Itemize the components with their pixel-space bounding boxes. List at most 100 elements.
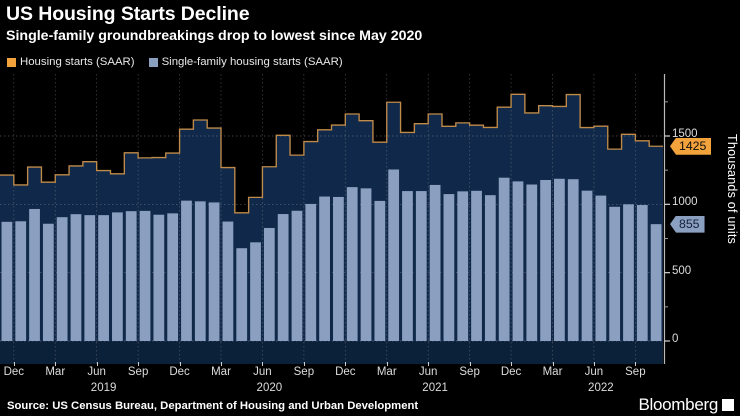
- bar: [567, 179, 579, 341]
- x-axis-year-label: 2020: [256, 382, 283, 394]
- legend-label: Housing starts (SAAR): [20, 56, 135, 68]
- bar: [540, 180, 551, 341]
- bar: [1, 221, 13, 341]
- bar: [388, 169, 400, 341]
- legend-swatch-icon: [148, 57, 158, 67]
- bar: [181, 200, 192, 341]
- bar: [305, 203, 317, 341]
- bar: [15, 221, 27, 341]
- bar: [360, 188, 372, 341]
- x-axis-year-label: 2019: [90, 382, 117, 394]
- chart-header: US Housing Starts Decline Single-family …: [6, 2, 736, 46]
- legend-item-single-family[interactable]: Single-family housing starts (SAAR): [148, 56, 343, 68]
- x-axis-tick-mark: [303, 362, 305, 366]
- bar: [526, 184, 538, 341]
- x-axis-tick-mark: [345, 362, 347, 366]
- x-axis-tick-label: Sep: [459, 366, 480, 378]
- bar: [402, 191, 413, 341]
- bloomberg-branding: Bloomberg: [638, 396, 734, 414]
- bars-single-family: [1, 169, 662, 341]
- bar: [457, 191, 469, 341]
- x-axis-year-label: 2021: [422, 382, 448, 394]
- bar: [333, 196, 344, 341]
- bar: [595, 195, 607, 341]
- plot-baseline-band: [0, 341, 663, 364]
- bar: [125, 211, 137, 341]
- legend-swatch-icon: [7, 57, 16, 67]
- bar: [98, 215, 109, 341]
- legend-item-housing-starts[interactable]: Housing starts (SAAR): [7, 56, 135, 68]
- x-axis-tick-label: Dec: [335, 366, 356, 378]
- bar: [167, 213, 179, 341]
- bar: [346, 187, 358, 341]
- bar: [222, 221, 234, 341]
- bar: [415, 191, 427, 341]
- bar: [56, 217, 68, 341]
- value-badge-total: 1425: [670, 137, 712, 155]
- bar: [609, 206, 621, 341]
- bar: [636, 205, 648, 341]
- bar: [139, 210, 151, 341]
- y-axis-title: Thousands of units: [725, 134, 739, 245]
- bar: [498, 177, 510, 341]
- bar: [250, 242, 261, 341]
- bar: [236, 248, 248, 341]
- x-axis-tick-label: Sep: [625, 366, 646, 378]
- x-axis-tick-label: Dec: [169, 366, 190, 378]
- brand-name: Bloomberg: [638, 395, 718, 414]
- y-axis-tick-label: 500: [672, 264, 692, 277]
- x-axis-tick-mark: [593, 362, 595, 366]
- x-axis-tick-mark: [13, 362, 15, 366]
- bar: [443, 194, 455, 341]
- x-axis-tick-mark: [428, 362, 430, 366]
- x-axis-tick-label: Mar: [376, 366, 397, 378]
- x-axis-tick-mark: [179, 362, 181, 366]
- x-axis-tick-label: Mar: [45, 366, 66, 378]
- x-axis-tick-label: Mar: [211, 366, 231, 378]
- y-axis: [663, 74, 670, 364]
- x-axis-tick-mark: [469, 362, 471, 366]
- bar: [554, 178, 565, 341]
- value-badge-single-family: 855: [670, 215, 705, 233]
- x-axis-tick-label: Sep: [293, 366, 315, 378]
- chart-source-note: Source: US Census Bureau, Department of …: [7, 400, 419, 412]
- bar: [70, 214, 82, 341]
- bar: [512, 181, 524, 341]
- x-axis-tick-label: Jun: [418, 366, 438, 378]
- x-axis-tick-label: Dec: [500, 366, 522, 378]
- x-axis-year-label: 2022: [588, 382, 614, 394]
- bar: [42, 223, 54, 341]
- bar: [153, 214, 165, 341]
- bar: [319, 196, 330, 341]
- grid-lines: [0, 135, 663, 342]
- bar: [84, 215, 96, 341]
- x-axis-tick-label: Jun: [87, 366, 106, 378]
- x-axis-tick-mark: [511, 362, 513, 366]
- legend-label: Single-family housing starts (SAAR): [161, 56, 343, 68]
- chart-plot-area: [0, 74, 670, 364]
- bar: [650, 224, 662, 341]
- x-axis-tick-label: Jun: [584, 366, 604, 378]
- bar: [208, 202, 220, 341]
- bar: [374, 200, 386, 341]
- bar: [581, 190, 593, 341]
- bar: [263, 227, 275, 341]
- x-axis-tick-mark: [635, 362, 637, 366]
- x-axis-tick-mark: [552, 362, 554, 366]
- x-axis-tick-label: Mar: [542, 366, 563, 378]
- x-axis-tick-mark: [386, 362, 388, 366]
- x-axis-tick-mark: [262, 362, 264, 366]
- y-axis-tick-label: 0: [672, 333, 679, 345]
- bar: [194, 201, 206, 341]
- x-axis-tick-mark: [138, 362, 140, 366]
- x-axis-tick-mark: [55, 362, 57, 366]
- bar: [623, 204, 634, 341]
- x-axis-tick-label: Sep: [127, 366, 149, 378]
- bar: [29, 208, 40, 341]
- x-axis-tick-label: Jun: [253, 366, 272, 378]
- page-title: US Housing Starts Decline: [6, 3, 250, 25]
- x-axis-tick-label: Dec: [3, 366, 25, 378]
- bar: [429, 184, 441, 341]
- y-axis-tick-label: 1000: [672, 196, 698, 209]
